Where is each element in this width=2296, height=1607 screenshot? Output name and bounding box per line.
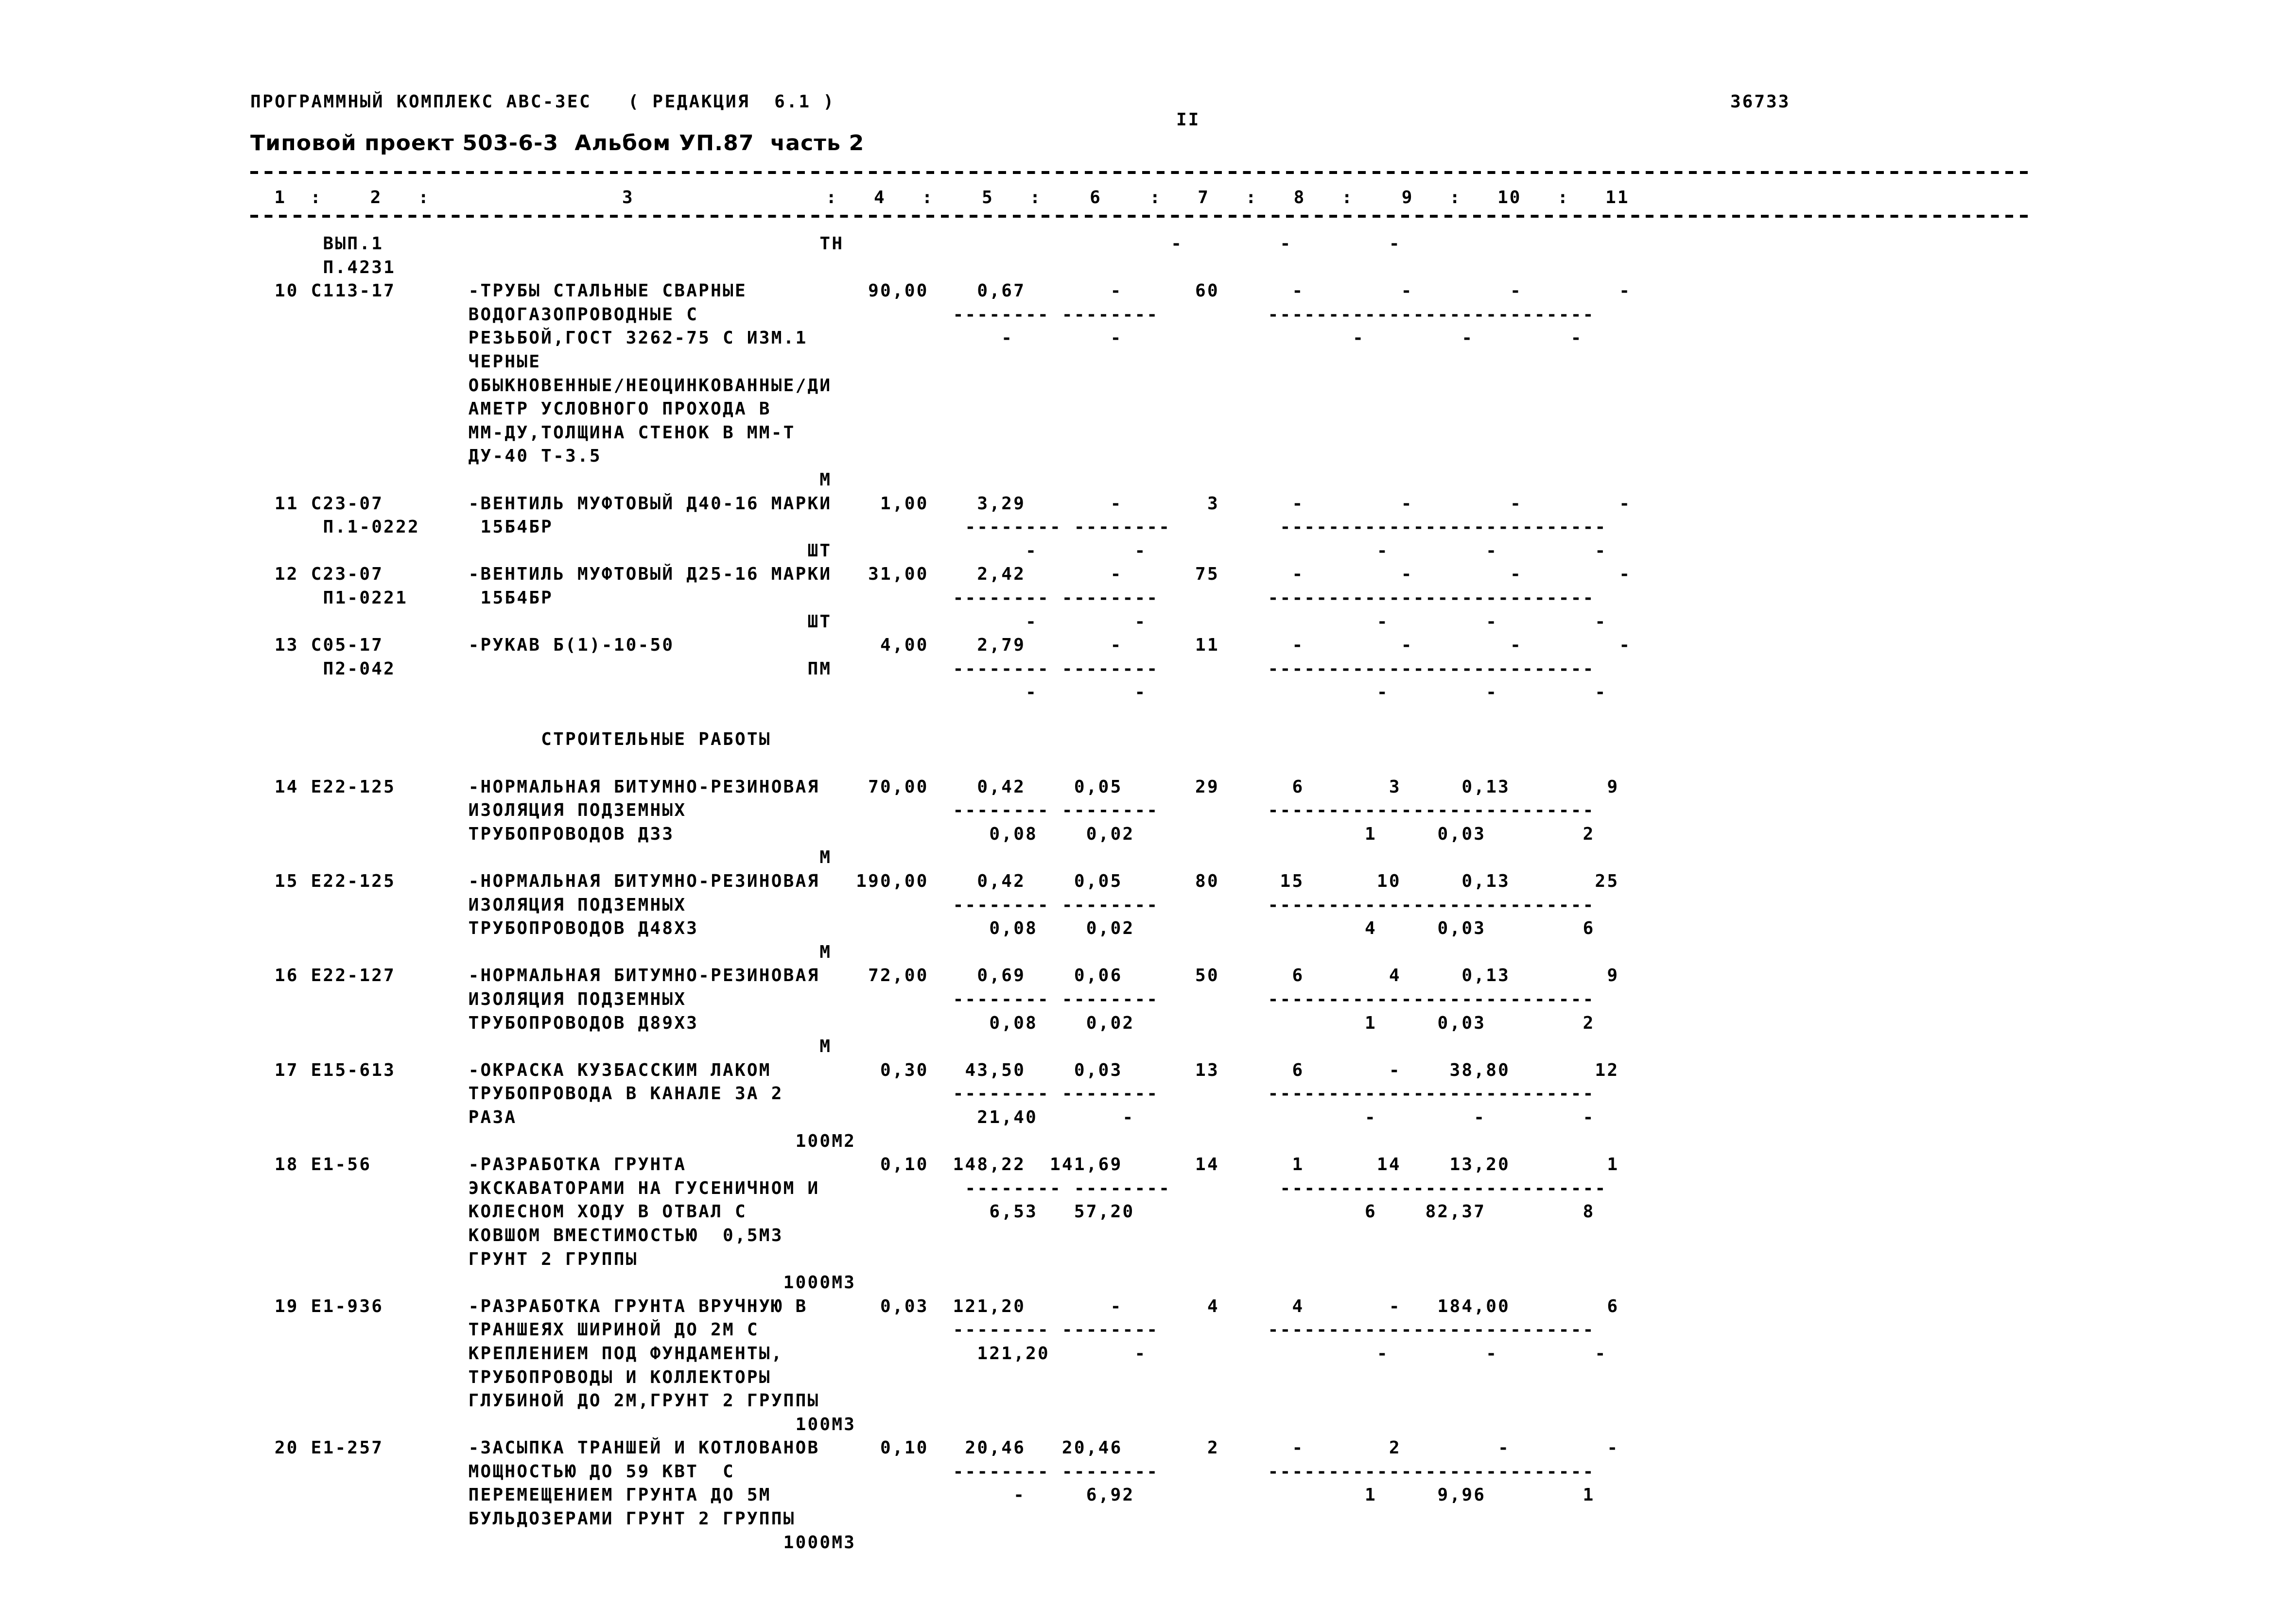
table-row: РЕЗЬБОЙ,ГОСТ 3262-75 С ИЗМ.1 - - - - - [250, 328, 1583, 348]
table-row: КОЛЕСНОМ ХОДУ В ОТВАЛ С 6,53 57,20 6 82,… [250, 1202, 1595, 1222]
table-row: ТРАНШЕЯХ ШИРИНОЙ ДО 2М С -------- ------… [250, 1320, 1595, 1340]
table-row: ИЗОЛЯЦИЯ ПОДЗЕМНЫХ -------- -------- ---… [250, 989, 1595, 1009]
table-row: 16 Е22-127 -НОРМАЛЬНАЯ БИТУМНО-РЕЗИНОВАЯ… [250, 966, 1619, 986]
table-row: ВЫП.1 ТН - - - [250, 234, 1401, 254]
table-row: ИЗОЛЯЦИЯ ПОДЗЕМНЫХ -------- -------- ---… [250, 895, 1595, 915]
table-row: 12 С23-07 -ВЕНТИЛЬ МУФТОВЫЙ Д25-16 МАРКИ… [250, 564, 1632, 585]
table-row: РАЗА 21,40 - - - - [250, 1107, 1595, 1127]
table-row: ДУ-40 Т-3.5 [250, 446, 602, 467]
table-row: ТРУБОПРОВОДА В КАНАЛЕ ЗА 2 -------- ----… [250, 1084, 1595, 1104]
table-row: ШТ - - - - - [250, 611, 1607, 632]
table-row: ТРУБОПРОВОДОВ Д33 0,08 0,02 1 0,03 2 [250, 824, 1595, 844]
table-row: 1000М3 [250, 1273, 856, 1293]
table-row: П.1-0222 15Б4БР -------- -------- ------… [250, 517, 1607, 537]
section-mark: II [1176, 110, 1200, 130]
table-row: П2-042 ПМ -------- -------- ------------… [250, 658, 1595, 679]
table-row: 1000М3 [250, 1532, 856, 1553]
table-row [250, 752, 1631, 776]
table-row: ЧЕРНЫЕ [250, 351, 541, 372]
table-row: КОВШОМ ВМЕСТИМОСТЬЮ 0,5М3 [250, 1225, 783, 1245]
table-row: М [250, 847, 832, 868]
table-row: МОЩНОСТЬЮ ДО 59 КВТ С -------- -------- … [250, 1461, 1595, 1482]
table-row: ГРУНТ 2 ГРУППЫ [250, 1249, 638, 1269]
table-row: 19 Е1-936 -РАЗРАБОТКА ГРУНТА ВРУЧНУЮ В 0… [250, 1296, 1619, 1316]
table-row: ТРУБОПРОВОДЫ И КОЛЛЕКТОРЫ [250, 1367, 771, 1387]
table-row: СТРОИТЕЛЬНЫЕ РАБОТЫ [250, 729, 771, 750]
column-header-row: 1 : 2 : 3 : 4 : 5 : 6 : 7 : 8 : 9 : 10 :… [250, 188, 1630, 207]
table-row: 20 Е1-257 -ЗАСЫПКА ТРАНШЕЙ И КОТЛОВАНОВ … [250, 1438, 1619, 1458]
table-row: 17 Е15-613 -ОКРАСКА КУЗБАССКИМ ЛАКОМ 0,3… [250, 1060, 1619, 1080]
table-row: ГЛУБИНОЙ ДО 2М,ГРУНТ 2 ГРУППЫ [250, 1391, 820, 1411]
table-row: М [250, 469, 832, 490]
table-body: ВЫП.1 ТН - - - П.4231 10 С113-17 -ТРУБЫ … [250, 232, 1631, 1555]
table-row: ИЗОЛЯЦИЯ ПОДЗЕМНЫХ -------- -------- ---… [250, 800, 1595, 821]
table-row: 14 Е22-125 -НОРМАЛЬНАЯ БИТУМНО-РЕЗИНОВАЯ… [250, 777, 1619, 797]
table-row: ТРУБОПРОВОДОВ Д48Х3 0,08 0,02 4 0,03 6 [250, 918, 1595, 939]
table-rule-bottom [250, 215, 2029, 218]
document-number: 36733 [1730, 92, 1791, 112]
table-row: 13 С05-17 -РУКАВ Б(1)-10-50 4,00 2,79 - … [250, 635, 1632, 656]
table-row: АМЕТР УСЛОВНОГО ПРОХОДА В [250, 399, 771, 419]
table-row: 10 С113-17 -ТРУБЫ СТАЛЬНЫЕ СВАРНЫЕ 90,00… [250, 281, 1632, 301]
table-row: ЭКСКАВАТОРАМИ НА ГУСЕНИЧНОМ И -------- -… [250, 1178, 1607, 1198]
table-row: П1-0221 15Б4БР -------- -------- -------… [250, 588, 1595, 608]
table-row: М [250, 942, 832, 962]
table-row: П.4231 [250, 257, 396, 277]
table-row: 18 Е1-56 -РАЗРАБОТКА ГРУНТА 0,10 148,22 … [250, 1155, 1619, 1175]
table-row: ПЕРЕМЕЩЕНИЕМ ГРУНТА ДО 5М - 6,92 1 9,96 … [250, 1485, 1595, 1505]
table-row: БУЛЬДОЗЕРАМИ ГРУНТ 2 ГРУППЫ [250, 1509, 796, 1529]
project-title: Типовой проект 503-6-3 Альбом УП.87 част… [250, 131, 865, 156]
table-row: ММ-ДУ,ТОЛЩИНА СТЕНОК В ММ-Т [250, 422, 796, 443]
table-row: 15 Е22-125 -НОРМАЛЬНАЯ БИТУМНО-РЕЗИНОВАЯ… [250, 871, 1619, 892]
table-row [250, 705, 1631, 728]
table-row: ОБЫКНОВЕННЫЕ/НЕОЦИНКОВАННЫЕ/ДИ [250, 375, 832, 396]
table-row: ШТ - - - - - [250, 540, 1607, 561]
table-row: 100М3 [250, 1414, 856, 1434]
table-row: ТРУБОПРОВОДОВ Д89Х3 0,08 0,02 1 0,03 2 [250, 1013, 1595, 1033]
table-row: КРЕПЛЕНИЕМ ПОД ФУНДАМЕНТЫ, 121,20 - - - … [250, 1343, 1607, 1364]
table-rule-top [250, 171, 2029, 174]
table-row: - - - - - [250, 682, 1607, 703]
table-row: ВОДОГАЗОПРОВОДНЫЕ С -------- -------- --… [250, 304, 1595, 325]
program-title: ПРОГРАММНЫЙ КОМПЛЕКС АВС-3ЕС ( РЕДАКЦИЯ … [250, 92, 835, 112]
table-row: 100М2 [250, 1131, 856, 1151]
table-row: М [250, 1037, 832, 1057]
table-row: 11 С23-07 -ВЕНТИЛЬ МУФТОВЫЙ Д40-16 МАРКИ… [250, 493, 1632, 514]
